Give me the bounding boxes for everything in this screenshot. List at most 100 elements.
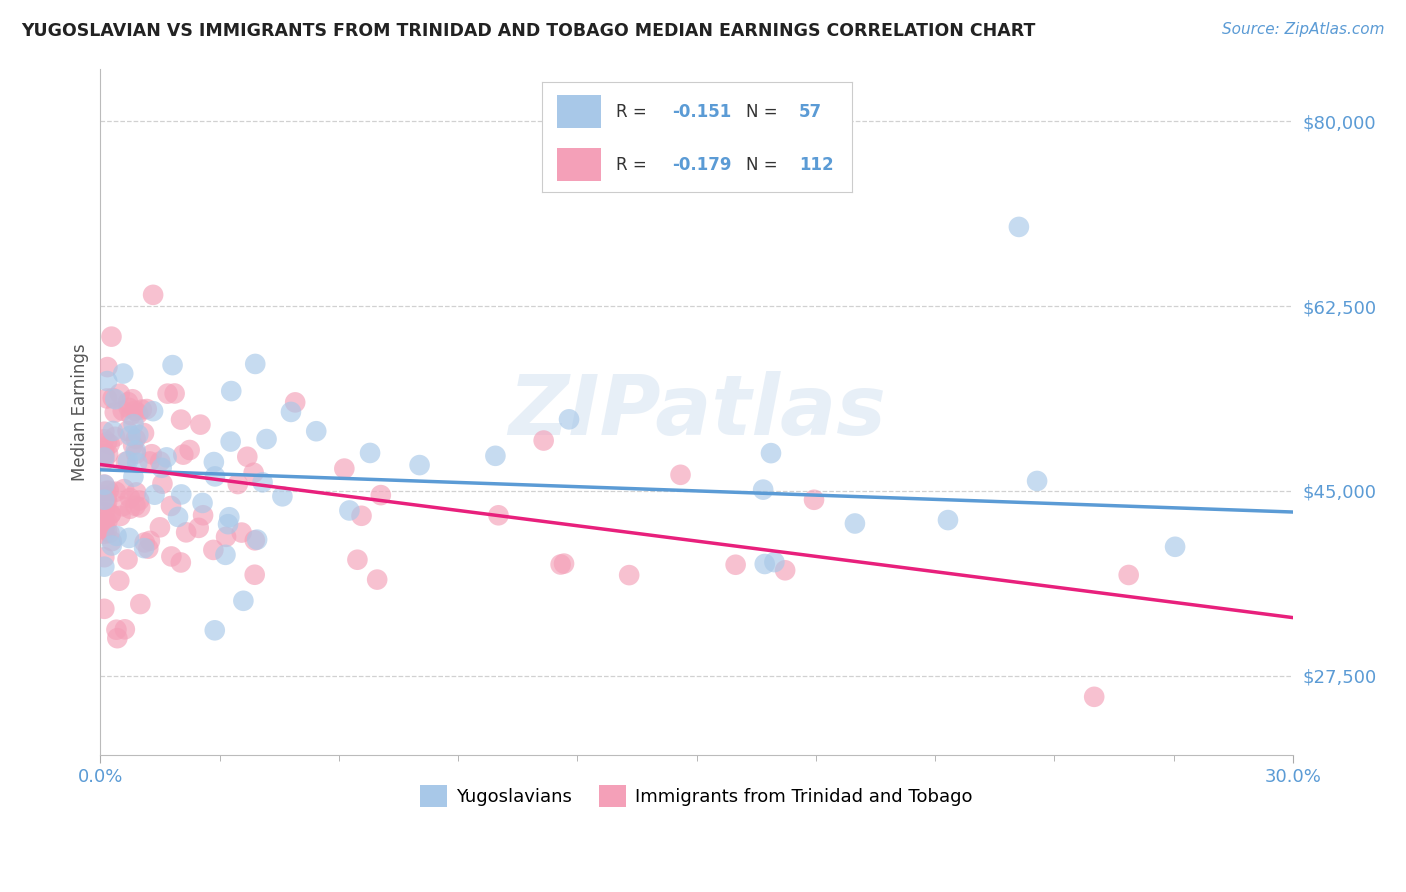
Point <box>139 533 162 548</box>
Point <box>366 573 388 587</box>
Point <box>118 401 141 415</box>
Point <box>370 488 392 502</box>
Point <box>122 469 145 483</box>
Point <box>271 489 294 503</box>
Point <box>117 395 139 409</box>
Point <box>93 425 115 439</box>
Point <box>117 454 139 468</box>
Point <box>217 517 239 532</box>
Point <box>104 430 127 444</box>
Point <box>93 550 115 565</box>
Point <box>93 527 115 541</box>
Point <box>98 526 121 541</box>
Point <box>346 552 368 566</box>
Point <box>1008 219 1031 234</box>
Point <box>125 485 148 500</box>
Point <box>111 500 134 514</box>
Point <box>134 535 156 549</box>
Point <box>202 542 225 557</box>
Point <box>170 556 193 570</box>
Point <box>93 477 115 491</box>
Point <box>93 602 115 616</box>
Point <box>558 412 581 426</box>
Point <box>936 513 959 527</box>
Text: Source: ZipAtlas.com: Source: ZipAtlas.com <box>1222 22 1385 37</box>
Point <box>110 508 132 523</box>
Point <box>96 360 118 375</box>
Point <box>93 492 115 507</box>
Point <box>152 476 174 491</box>
Point <box>96 495 118 509</box>
Point <box>105 631 128 645</box>
Point <box>96 435 118 450</box>
Point <box>759 446 782 460</box>
Point <box>134 541 156 555</box>
Point <box>155 450 177 465</box>
Point <box>1026 474 1049 488</box>
Point <box>284 395 307 409</box>
Point <box>142 288 165 302</box>
Point <box>100 508 122 522</box>
Point <box>149 520 172 534</box>
Point <box>117 424 139 438</box>
Point <box>117 552 139 566</box>
Point <box>803 492 825 507</box>
Point <box>163 386 186 401</box>
Point <box>93 515 115 529</box>
Point <box>100 534 122 549</box>
Point <box>215 530 238 544</box>
Point <box>94 496 117 510</box>
Point <box>121 392 143 407</box>
Point <box>1083 690 1105 704</box>
Point <box>246 533 269 547</box>
Point <box>141 447 163 461</box>
Point <box>204 624 226 638</box>
Point <box>408 458 430 472</box>
Point <box>669 467 692 482</box>
Point <box>305 424 328 438</box>
Point <box>105 529 128 543</box>
Point <box>617 568 640 582</box>
Point <box>844 516 866 531</box>
Point <box>256 432 278 446</box>
Point <box>142 404 165 418</box>
Point <box>96 374 118 388</box>
Point <box>122 438 145 452</box>
Point <box>724 558 747 572</box>
Point <box>93 454 115 468</box>
Text: YUGOSLAVIAN VS IMMIGRANTS FROM TRINIDAD AND TOBAGO MEDIAN EARNINGS CORRELATION C: YUGOSLAVIAN VS IMMIGRANTS FROM TRINIDAD … <box>21 22 1035 40</box>
Point <box>172 448 194 462</box>
Point <box>125 447 148 461</box>
Point <box>120 428 142 442</box>
Point <box>156 386 179 401</box>
Point <box>114 455 136 469</box>
Point <box>174 525 197 540</box>
Point <box>97 483 120 498</box>
Point <box>243 567 266 582</box>
Point <box>533 434 555 448</box>
Point <box>114 623 136 637</box>
Point <box>170 412 193 426</box>
Point <box>127 427 149 442</box>
Point <box>202 455 225 469</box>
Point <box>96 490 118 504</box>
Point <box>135 402 157 417</box>
Point <box>214 548 236 562</box>
Point <box>143 488 166 502</box>
Point <box>104 405 127 419</box>
Point <box>252 475 274 490</box>
Point <box>187 521 209 535</box>
Point <box>160 499 183 513</box>
Point <box>333 461 356 475</box>
Point <box>124 499 146 513</box>
Point <box>280 405 302 419</box>
Point <box>1164 540 1187 554</box>
Point <box>754 557 776 571</box>
Point <box>236 450 259 464</box>
Legend: Yugoslavians, Immigrants from Trinidad and Tobago: Yugoslavians, Immigrants from Trinidad a… <box>413 778 980 814</box>
Point <box>162 358 184 372</box>
Point <box>219 434 242 449</box>
Point <box>553 557 575 571</box>
Point <box>118 531 141 545</box>
Point <box>226 477 249 491</box>
